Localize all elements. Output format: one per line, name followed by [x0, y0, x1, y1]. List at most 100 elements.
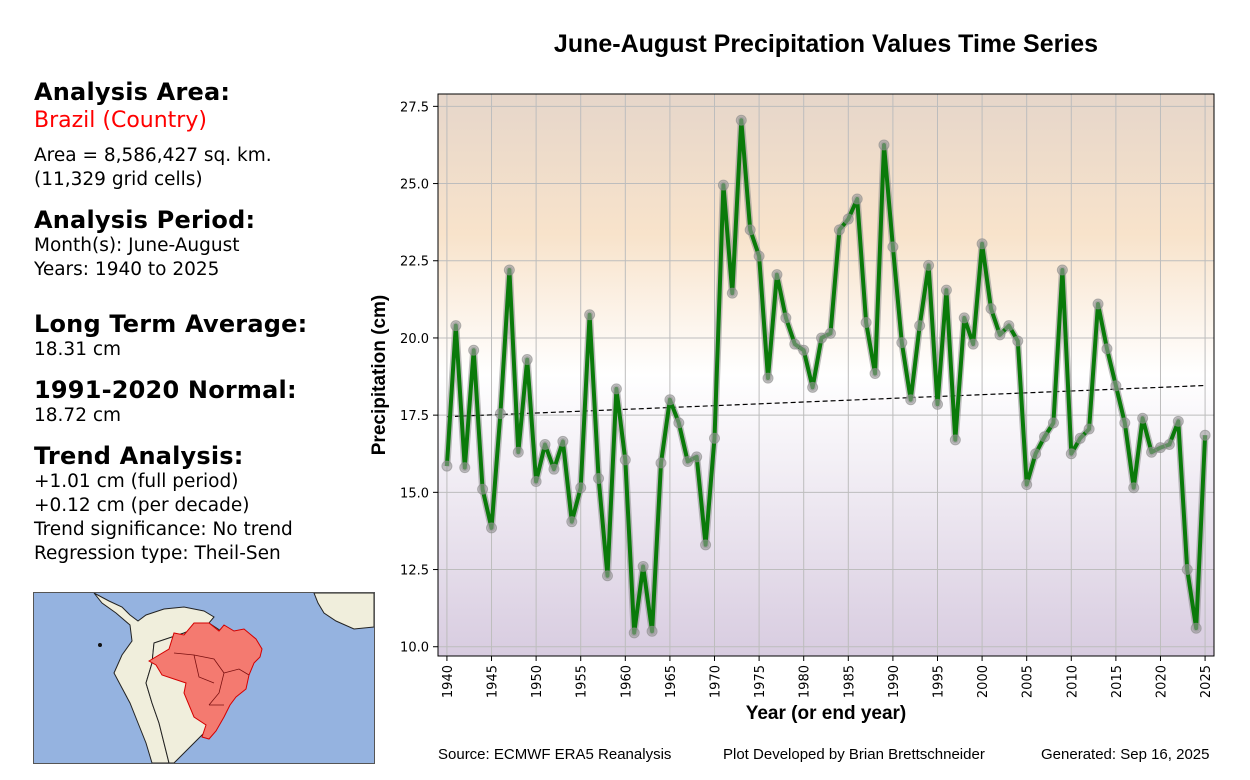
x-tick-label: 1980: [798, 665, 813, 698]
period-years: Years: 1940 to 2025: [34, 259, 220, 280]
data-point-marker: [584, 309, 596, 321]
data-point-marker: [593, 472, 605, 484]
area-size: Area = 8,586,427 sq. km.: [34, 145, 272, 166]
data-point-marker: [1137, 412, 1149, 424]
trend-full-period: +1.01 cm (full period): [34, 471, 239, 492]
data-point-marker: [967, 338, 979, 350]
x-tick-label: 1970: [709, 665, 724, 698]
trend-line: [446, 384, 1206, 418]
data-point-marker: [1039, 431, 1051, 443]
data-point-marker: [985, 303, 997, 315]
y-tick-label: 12.5: [400, 564, 429, 579]
x-tick-label: 1955: [575, 665, 590, 698]
normal-value: 18.72 cm: [34, 405, 122, 426]
data-point-marker: [637, 560, 649, 572]
data-point-marker: [1056, 264, 1068, 276]
data-point-marker: [824, 327, 836, 339]
data-point-marker: [1083, 423, 1095, 435]
y-tick-label: 17.5: [400, 409, 429, 424]
data-point-marker: [905, 394, 917, 406]
data-point-marker: [548, 463, 560, 475]
data-point-marker: [575, 482, 587, 494]
data-point-marker: [539, 438, 551, 450]
data-point-marker: [477, 483, 489, 495]
normal-heading: 1991-2020 Normal:: [34, 376, 297, 404]
trend-per-decade: +0.12 cm (per decade): [34, 495, 250, 516]
data-point-marker: [994, 329, 1006, 341]
data-point-marker: [1101, 343, 1113, 355]
period-months: Month(s): June-August: [34, 235, 240, 256]
data-point-marker: [958, 312, 970, 324]
data-point-marker: [521, 354, 533, 366]
data-point-marker: [771, 269, 783, 281]
data-point-marker: [816, 332, 828, 344]
x-tick-label: 1945: [486, 665, 501, 698]
lta-heading: Long Term Average:: [34, 310, 308, 338]
map-land-africa: [313, 593, 374, 630]
data-point-marker: [450, 320, 462, 332]
data-point-marker: [1146, 446, 1158, 458]
data-point-marker: [1181, 564, 1193, 576]
chart-title: June-August Precipitation Values Time Se…: [553, 30, 1099, 58]
generated-note: Generated: Sep 16, 2025: [1041, 746, 1210, 763]
source-note: Source: ECMWF ERA5 Reanalysis: [438, 746, 672, 763]
data-point-marker: [798, 344, 810, 356]
trend-line-group: [446, 384, 1206, 418]
data-point-marker: [468, 344, 480, 356]
credit-note: Plot Developed by Brian Brettschneider: [723, 746, 985, 763]
data-point-marker: [1199, 429, 1211, 441]
data-point-marker: [923, 259, 935, 271]
data-point-marker: [851, 193, 863, 205]
data-point-marker: [833, 224, 845, 236]
regression-type: Regression type: Theil-Sen: [34, 543, 281, 564]
x-tick-label: 1990: [887, 665, 902, 698]
data-point-marker: [709, 432, 721, 444]
x-axis-label: Year (or end year): [745, 703, 907, 724]
data-point-marker: [949, 434, 961, 446]
data-point-marker: [807, 381, 819, 393]
y-tick-label: 10.0: [400, 641, 429, 656]
data-point-marker: [869, 367, 881, 379]
data-point-marker: [530, 476, 542, 488]
data-point-marker: [459, 462, 471, 474]
data-point-marker: [931, 398, 943, 410]
data-point-marker: [512, 446, 524, 458]
locator-map: [33, 592, 375, 764]
data-point-marker: [753, 250, 765, 262]
x-tick-label: 1950: [530, 665, 545, 698]
data-point-marker: [1128, 482, 1140, 494]
data-point-marker: [610, 383, 622, 395]
period-heading: Analysis Period:: [34, 206, 256, 234]
data-point-marker: [1030, 448, 1042, 460]
data-point-marker: [940, 284, 952, 296]
x-tick-label: 1975: [753, 665, 768, 698]
data-point-marker: [726, 287, 738, 299]
map-brazil-states: [173, 652, 250, 706]
map-brazil-highlight: [148, 622, 263, 740]
x-tick-label: 1965: [664, 665, 679, 698]
data-point-marker: [601, 570, 613, 582]
data-point-marker: [878, 139, 890, 151]
locator-map-graphic: [93, 593, 374, 763]
data-point-marker: [1047, 417, 1059, 429]
y-tick-label: 25.0: [400, 178, 429, 193]
plot-frame: [437, 93, 1215, 657]
data-point-marker: [762, 372, 774, 384]
x-tick-label: 1960: [619, 665, 634, 698]
data-point-marker: [628, 627, 640, 639]
x-tick-label: 1985: [842, 665, 857, 698]
x-tick-label: 2015: [1110, 665, 1125, 698]
data-point-marker: [566, 516, 578, 528]
y-tick-label: 22.5: [400, 255, 429, 270]
data-point-marker: [700, 539, 712, 551]
data-point-marker: [887, 241, 899, 253]
map-island-galapagos: [98, 643, 102, 647]
data-point-marker: [1074, 432, 1086, 444]
x-axis-ticks: 1940 1945 1950 1955 1960 1965 1970 1975 1980 1985…: [441, 656, 1214, 698]
lta-value: 18.31 cm: [34, 339, 122, 360]
x-tick-label: 2020: [1154, 665, 1169, 698]
data-point-marker: [1190, 622, 1202, 634]
plot-background: [438, 94, 1214, 656]
y-tick-label: 27.5: [400, 100, 429, 115]
trend-heading: Trend Analysis:: [34, 442, 244, 470]
